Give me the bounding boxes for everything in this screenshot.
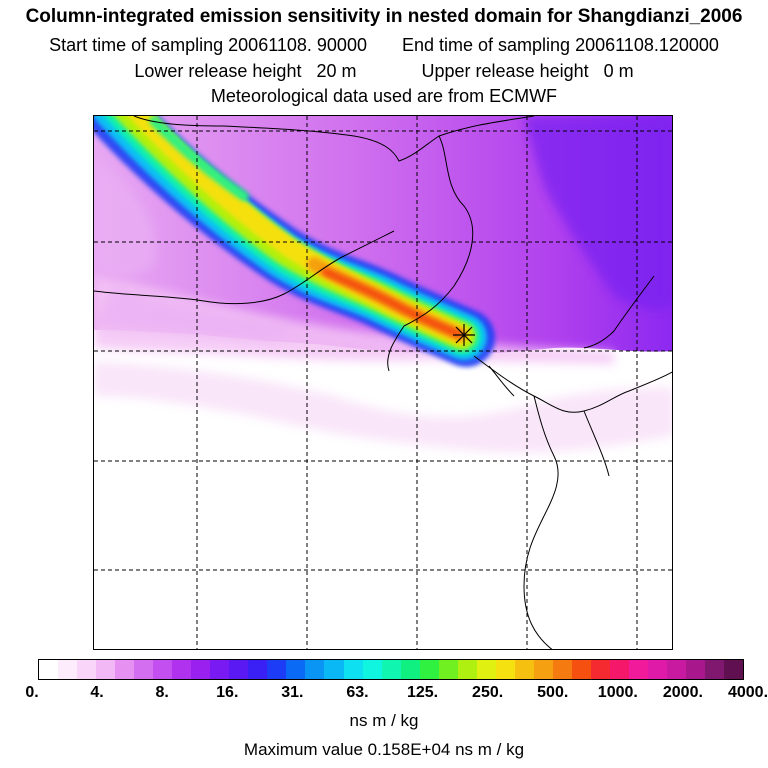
colorbar-segment (495, 660, 515, 679)
colorbar (38, 659, 744, 680)
colorbar-tick-label: 500. (537, 684, 569, 701)
colorbar-segment (77, 660, 97, 679)
colorbar-segment (305, 660, 325, 679)
colorbar-segment (438, 660, 458, 679)
colorbar-segment (248, 660, 268, 679)
colorbar-segment (628, 660, 648, 679)
colorbar-segment (648, 660, 668, 679)
end-value: 20061108.120000 (575, 35, 719, 55)
lavender-patches (94, 156, 294, 341)
colorbar-segment (58, 660, 78, 679)
colorbar-segment (705, 660, 725, 679)
plot-title: Column-integrated emission sensitivity i… (25, 6, 743, 27)
colorbar-segment (324, 660, 344, 679)
colorbar-segment (400, 660, 420, 679)
colorbar-segment (667, 660, 687, 679)
colorbar-segment (514, 660, 534, 679)
colorbar-tick-label: 4. (90, 684, 104, 701)
colorbar-segment (286, 660, 306, 679)
colorbar-segment (590, 660, 610, 679)
map-canvas (94, 116, 672, 649)
colorbar-segment (609, 660, 629, 679)
colorbar-segment (724, 660, 744, 679)
lower-value: 20 m (316, 61, 357, 81)
colorbar-segment (134, 660, 154, 679)
upper-label: Upper release height (421, 61, 589, 81)
lower-label: Lower release height (134, 61, 302, 81)
colorbar-segment (267, 660, 287, 679)
colorbar-segment (210, 660, 230, 679)
maximum-value-text: Maximum value 0.158E+04 ns m / kg (243, 740, 525, 759)
colorbar-segment (153, 660, 173, 679)
colorbar-tick-label: 16. (216, 684, 239, 701)
colorbar-segment (552, 660, 572, 679)
colorbar-segment (96, 660, 116, 679)
colorbar-segment (229, 660, 249, 679)
colorbar-segment (571, 660, 591, 679)
light-pink-band (94, 276, 614, 364)
colorbar-tick-label: 4000. (727, 684, 768, 701)
sensitivity-map (93, 115, 673, 650)
colorbar-segment (115, 660, 135, 679)
colorbar-segment (39, 660, 59, 679)
faint-pink-south (94, 361, 672, 453)
colorbar-segment (381, 660, 401, 679)
colorbar-segment (343, 660, 363, 679)
end-label: End time of sampling (401, 35, 571, 55)
colorbar-segment (172, 660, 192, 679)
sampling-times-line: Start time of sampling 20061108. 90000 E… (0, 35, 768, 56)
upper-value: 0 m (603, 61, 634, 81)
colorbar-segment (419, 660, 439, 679)
graticule (94, 116, 672, 649)
colorbar-segment (476, 660, 496, 679)
colorbar-tick-label: 63. (346, 684, 369, 701)
start-value: 20061108. 90000 (228, 35, 367, 55)
colorbar-tick-label: 1000. (597, 684, 638, 701)
colorbar-segment (686, 660, 706, 679)
deep-violet-corner (524, 116, 672, 311)
colorbar-segment (362, 660, 382, 679)
colorbar-tick-label: 31. (281, 684, 304, 701)
colorbar-tick-label: 0. (25, 684, 39, 701)
receptor-star-marker (453, 324, 475, 346)
country-borders (94, 116, 672, 649)
colorbar-tick-label: 250. (472, 684, 504, 701)
colorbar-units: ns m / kg (349, 711, 419, 730)
colorbar-tick-label: 2000. (662, 684, 703, 701)
colorbar-segment (457, 660, 477, 679)
release-heights-line: Lower release height 20 m Upper release … (0, 61, 768, 82)
colorbar-tick-label: 125. (406, 684, 439, 701)
plume (94, 116, 495, 367)
start-label: Start time of sampling (49, 35, 224, 55)
colorbar-segment (533, 660, 553, 679)
colorbar-tick-label: 8. (155, 684, 169, 701)
colorbar-segment (191, 660, 211, 679)
met-data-line: Meteorological data used are from ECMWF (210, 86, 558, 106)
